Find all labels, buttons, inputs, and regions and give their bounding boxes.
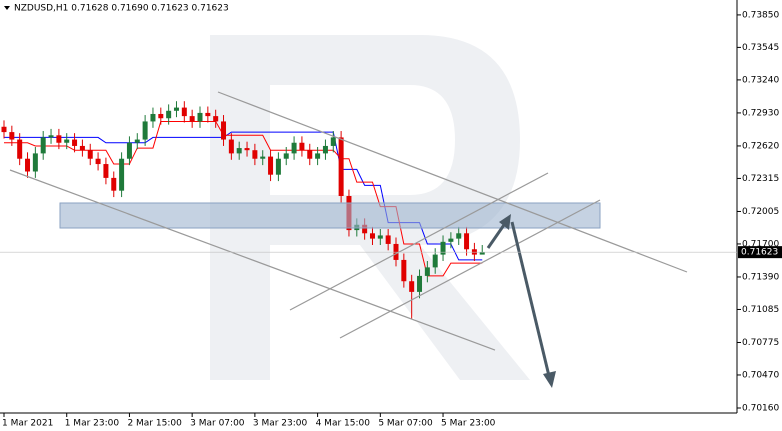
candle-body (166, 110, 172, 119)
last-price-label: 0.71623 (741, 248, 778, 258)
resistance-zone (59, 202, 601, 229)
candle-body (464, 233, 470, 250)
y-tick-label: 0.71085 (742, 305, 779, 315)
y-tick-label: 0.73545 (742, 43, 779, 53)
candle-body (142, 121, 148, 140)
x-tick-label: 4 Mar 15:00 (316, 419, 371, 429)
candle-body (25, 158, 31, 172)
candle-body (9, 132, 15, 140)
candle-body (307, 150, 313, 159)
candle-body (150, 113, 156, 122)
y-tick-label: 0.71390 (742, 272, 779, 282)
y-tick-label: 0.72315 (742, 174, 779, 184)
y-tick-label: 0.72930 (742, 108, 779, 118)
candle-body (111, 177, 117, 191)
chart-title: NZDUSD,H1 0.71628 0.71690 0.71623 0.7162… (14, 4, 229, 14)
candle-body (48, 135, 54, 138)
trendline (217, 91, 688, 273)
candle-body (197, 112, 203, 122)
candle-body (260, 156, 266, 159)
candle-body (158, 113, 164, 119)
candle-body (440, 241, 446, 255)
candle-body (228, 139, 234, 154)
menu-arrow[interactable] (4, 6, 10, 10)
x-tick-label: 5 Mar 23:00 (441, 419, 496, 429)
candle-body (79, 145, 85, 151)
x-tick-label: 5 Mar 07:00 (378, 419, 433, 429)
candle-body (87, 150, 93, 159)
candle-body (424, 267, 430, 276)
candle-body (72, 139, 78, 146)
y-tick-label: 0.73850 (742, 10, 779, 20)
candle-body (119, 158, 125, 191)
candle-body (95, 158, 101, 165)
candle-body (362, 224, 368, 234)
candle-body (181, 107, 187, 117)
x-tick-label: 1 Mar 23:00 (65, 419, 120, 429)
arrow-shaft (486, 221, 508, 249)
candle-body (291, 142, 297, 154)
last-price-box (738, 246, 782, 259)
candle-body (409, 281, 415, 292)
candle-body (64, 139, 70, 143)
trendline (339, 199, 601, 339)
trendlines (9, 91, 688, 351)
candle-body (417, 275, 423, 292)
plot (1, 101, 485, 319)
candle-body (338, 137, 344, 197)
candle-body (134, 139, 140, 143)
candle-body (385, 235, 391, 244)
candle-body (56, 135, 62, 143)
candle-body (213, 116, 219, 122)
candle-body (268, 156, 274, 175)
x-tick-label: 2 Mar 15:00 (127, 419, 182, 429)
candle-body (40, 137, 46, 154)
candle-body (103, 164, 109, 178)
candle-body (456, 233, 462, 239)
candle-body (244, 148, 250, 151)
candle-body (369, 233, 375, 239)
candle-body (330, 137, 336, 146)
candle-body (315, 153, 321, 159)
arrow-head (543, 371, 556, 388)
candle-body (283, 153, 289, 159)
candle-body (1, 126, 7, 133)
candle-body (377, 235, 383, 239)
candle-body (322, 145, 328, 154)
y-tick-label: 0.70775 (742, 338, 779, 348)
candle-body (479, 252, 485, 255)
candle-body (401, 259, 407, 282)
y-tick-label: 0.72005 (742, 207, 779, 217)
y-tick-label: 0.70470 (742, 370, 779, 380)
candle-body (126, 142, 132, 159)
candle-body (221, 121, 227, 140)
candle-body (189, 116, 195, 122)
candle-body (236, 148, 242, 154)
arrow-head (499, 214, 511, 230)
candle-body (252, 150, 258, 159)
y-tick-label: 0.73240 (742, 75, 779, 85)
candle-body (432, 254, 438, 268)
candle-body (299, 142, 305, 151)
candle-body (275, 158, 281, 175)
x-tick-label: 1 Mar 2021 (2, 419, 53, 429)
candle-body (205, 112, 211, 117)
trendline (289, 172, 549, 311)
forecast-arrows (486, 214, 556, 388)
trendline (9, 169, 496, 351)
candle-body (173, 107, 179, 111)
y-tick-label: 0.70160 (742, 403, 779, 413)
y-tick-label: 0.72620 (742, 141, 779, 151)
y-tick-label: 0.71700 (742, 239, 779, 249)
arrow-shaft (510, 221, 551, 377)
x-tick-label: 3 Mar 07:00 (190, 419, 245, 429)
candle-body (17, 139, 23, 159)
x-tick-label: 3 Mar 23:00 (253, 419, 308, 429)
candle-body (448, 238, 454, 242)
candle-body (32, 153, 38, 172)
